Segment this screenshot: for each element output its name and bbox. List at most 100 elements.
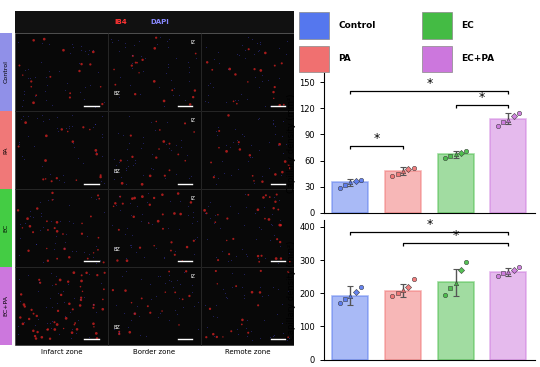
Point bbox=[172, 142, 180, 148]
Point bbox=[183, 152, 192, 158]
Point bbox=[227, 270, 236, 276]
Point bbox=[25, 316, 33, 322]
Point bbox=[254, 147, 263, 153]
Point bbox=[185, 293, 194, 299]
Point bbox=[59, 326, 68, 331]
Point bbox=[68, 141, 77, 146]
Point bbox=[93, 247, 102, 253]
Point bbox=[265, 139, 273, 145]
Point bbox=[97, 134, 106, 140]
Point bbox=[238, 317, 247, 323]
Point bbox=[71, 320, 79, 326]
Point bbox=[247, 338, 256, 344]
Point bbox=[82, 270, 91, 276]
Point bbox=[271, 199, 280, 205]
Point bbox=[72, 330, 80, 336]
Point bbox=[141, 333, 150, 338]
Point bbox=[184, 59, 193, 65]
Point bbox=[208, 313, 217, 319]
Point bbox=[24, 113, 32, 119]
Point bbox=[208, 84, 217, 90]
Point bbox=[275, 141, 284, 147]
Point bbox=[127, 242, 136, 248]
Point bbox=[128, 52, 137, 58]
Point bbox=[110, 176, 119, 182]
Point bbox=[125, 329, 134, 335]
Point bbox=[65, 50, 74, 56]
Point bbox=[69, 139, 77, 145]
Point bbox=[269, 89, 278, 95]
Point bbox=[38, 112, 46, 118]
Point bbox=[43, 320, 52, 326]
Point bbox=[189, 94, 198, 100]
Point bbox=[275, 102, 284, 108]
Point bbox=[21, 120, 30, 126]
Text: IB4: IB4 bbox=[114, 19, 127, 25]
Point bbox=[235, 146, 244, 152]
Point bbox=[114, 227, 123, 233]
Point bbox=[274, 207, 282, 212]
Point bbox=[246, 142, 255, 148]
Point bbox=[77, 272, 86, 278]
Point bbox=[462, 259, 470, 265]
Point bbox=[138, 57, 147, 63]
Point bbox=[92, 151, 101, 157]
Point bbox=[125, 141, 133, 146]
Text: EC+PA: EC+PA bbox=[3, 295, 9, 316]
Point bbox=[29, 37, 38, 43]
Point bbox=[53, 228, 62, 234]
Point bbox=[149, 166, 158, 171]
Point bbox=[231, 126, 240, 132]
Point bbox=[273, 142, 282, 148]
Text: Control: Control bbox=[339, 21, 376, 30]
Point bbox=[70, 270, 78, 276]
Point bbox=[83, 51, 92, 57]
Point bbox=[166, 199, 174, 204]
Point bbox=[131, 91, 139, 97]
Point bbox=[46, 74, 55, 80]
Point bbox=[62, 315, 70, 321]
Point bbox=[55, 68, 63, 74]
Point bbox=[76, 296, 85, 302]
Point bbox=[120, 310, 129, 316]
Point bbox=[193, 234, 202, 240]
Bar bbox=[108, 267, 201, 345]
Point bbox=[80, 248, 89, 254]
Point bbox=[253, 40, 262, 46]
Point bbox=[15, 141, 23, 147]
Point bbox=[247, 154, 256, 160]
Bar bbox=[15, 267, 108, 345]
Point bbox=[250, 66, 259, 72]
Point bbox=[126, 132, 135, 138]
Point bbox=[260, 255, 269, 261]
Point bbox=[158, 192, 167, 198]
Point bbox=[43, 197, 52, 203]
Point bbox=[258, 179, 267, 185]
Point bbox=[127, 317, 136, 323]
Point bbox=[122, 165, 130, 171]
Point bbox=[242, 317, 251, 323]
Point bbox=[85, 47, 93, 53]
Point bbox=[269, 120, 278, 126]
Point bbox=[257, 78, 266, 84]
FancyBboxPatch shape bbox=[422, 12, 451, 39]
Point bbox=[89, 47, 97, 53]
Point bbox=[276, 172, 285, 178]
Point bbox=[126, 200, 134, 206]
Point bbox=[499, 270, 508, 276]
Point bbox=[174, 322, 183, 328]
Point bbox=[244, 192, 253, 198]
Point bbox=[159, 226, 167, 232]
Point bbox=[163, 64, 172, 70]
Point bbox=[66, 335, 75, 341]
Point bbox=[170, 211, 179, 217]
Point bbox=[351, 178, 360, 184]
Point bbox=[462, 148, 470, 154]
Point bbox=[24, 133, 32, 139]
Point bbox=[17, 103, 26, 109]
Point bbox=[50, 327, 59, 333]
Text: IZ: IZ bbox=[190, 196, 195, 201]
Point bbox=[123, 157, 131, 163]
Point bbox=[255, 335, 264, 341]
Point bbox=[213, 314, 221, 320]
